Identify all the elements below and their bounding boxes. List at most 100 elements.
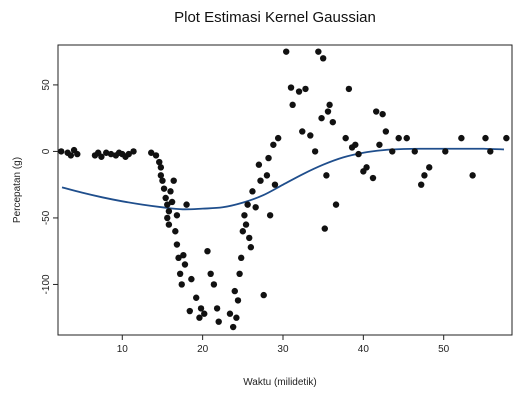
- y-tick-label: -100: [41, 274, 52, 294]
- x-tick-label: 20: [197, 344, 209, 355]
- scatter-point: [204, 247, 211, 255]
- scatter-point: [159, 177, 166, 184]
- scatter-point: [130, 148, 137, 155]
- scatter-point: [178, 281, 185, 288]
- scatter-point: [173, 241, 181, 248]
- scatter-point: [176, 270, 184, 278]
- scatter-point: [213, 305, 221, 312]
- plot-frame: [57, 44, 513, 336]
- scatter-point: [345, 85, 353, 93]
- scatter-point: [207, 270, 214, 278]
- scatter-point: [329, 118, 337, 126]
- scatter-point: [324, 108, 332, 115]
- x-tick-label: 50: [438, 344, 450, 355]
- x-axis: 10 20 30 40 50: [117, 335, 450, 355]
- scatter-point: [98, 153, 105, 160]
- scatter-point: [382, 128, 390, 135]
- scatter-point: [165, 208, 173, 215]
- scatter-point: [210, 281, 218, 288]
- scatter-point: [246, 234, 253, 242]
- scatter-point: [74, 150, 81, 158]
- chart-title: Plot Estimasi Kernel Gaussian: [174, 9, 376, 26]
- scatter-point: [193, 294, 200, 301]
- scatter-point: [215, 318, 222, 325]
- scatter-point: [389, 148, 396, 155]
- scatter-point: [170, 177, 177, 184]
- scatter-point: [287, 84, 295, 91]
- scatter-point: [299, 128, 306, 135]
- scatter-point: [263, 172, 271, 179]
- scatter-point: [418, 181, 425, 188]
- scatter-point: [252, 204, 259, 211]
- scatter-point: [295, 88, 303, 95]
- scatter-point: [318, 114, 325, 122]
- scatter-point: [373, 108, 380, 115]
- scatter-point: [289, 101, 296, 109]
- kernel-estimate-line: [61, 147, 504, 211]
- scatter-point: [244, 201, 251, 208]
- scatter-point: [186, 307, 193, 315]
- scatter-point: [231, 287, 238, 295]
- scatter-point: [103, 149, 110, 156]
- y-axis-label: Percepatan (g): [12, 157, 23, 223]
- scatter-point: [503, 134, 510, 142]
- scatter-point: [167, 188, 174, 195]
- y-tick-label: -50: [41, 210, 52, 225]
- scatter-point: [162, 194, 169, 202]
- scatter-point: [363, 164, 370, 171]
- scatter-point: [255, 161, 263, 168]
- scatter-point: [175, 254, 182, 262]
- x-tick-label: 40: [358, 344, 370, 355]
- scatter-point: [156, 158, 163, 166]
- scatter-point: [369, 174, 377, 182]
- scatter-point: [160, 185, 168, 192]
- scatter-point: [249, 188, 256, 195]
- scatter-point: [152, 152, 160, 159]
- y-tick-label: 0: [41, 148, 52, 154]
- scatter-point: [379, 110, 386, 118]
- scatter-point: [197, 305, 205, 312]
- scatter-point: [183, 201, 190, 208]
- scatter-point: [107, 150, 115, 158]
- scatter-point: [376, 141, 383, 148]
- y-tick-label: 50: [41, 79, 52, 91]
- scatter-point: [323, 172, 330, 179]
- scatter-point: [307, 132, 314, 139]
- scatter-point: [426, 164, 433, 171]
- scatter-point: [236, 270, 243, 278]
- scatter-point: [270, 141, 277, 148]
- scatter-point: [321, 225, 328, 232]
- scatter-point: [469, 172, 476, 179]
- scatter-point: [168, 198, 176, 206]
- scatter-point: [181, 261, 189, 268]
- scatter-point: [165, 221, 173, 228]
- scatter-point: [411, 148, 418, 155]
- kernel-estimate-layer: [61, 147, 504, 211]
- scatter-point: [458, 134, 465, 142]
- scatter-point: [257, 177, 264, 184]
- scatter-point: [201, 310, 208, 317]
- scatter-point: [164, 201, 171, 208]
- scatter-point: [266, 212, 274, 219]
- scatter-point: [233, 314, 240, 321]
- scatter-point: [239, 228, 247, 235]
- scatter-point: [242, 221, 250, 228]
- scatter-point: [58, 148, 65, 155]
- scatter-point: [241, 212, 248, 219]
- scatter-point: [260, 291, 267, 299]
- scatter-point: [421, 172, 428, 179]
- x-tick-label: 30: [277, 344, 289, 355]
- y-axis: -100 -50 0 50: [41, 79, 58, 294]
- scatter-point: [319, 55, 327, 62]
- scatter-point: [332, 201, 340, 208]
- scatter-point: [283, 48, 290, 55]
- scatter-points-layer: [58, 48, 510, 331]
- scatter-point: [482, 134, 489, 142]
- scatter-point: [395, 134, 402, 142]
- scatter-point: [274, 134, 282, 142]
- scatter-point: [234, 297, 242, 304]
- scatter-point: [326, 101, 333, 109]
- scatter-point: [173, 212, 181, 219]
- scatter-point: [487, 148, 494, 155]
